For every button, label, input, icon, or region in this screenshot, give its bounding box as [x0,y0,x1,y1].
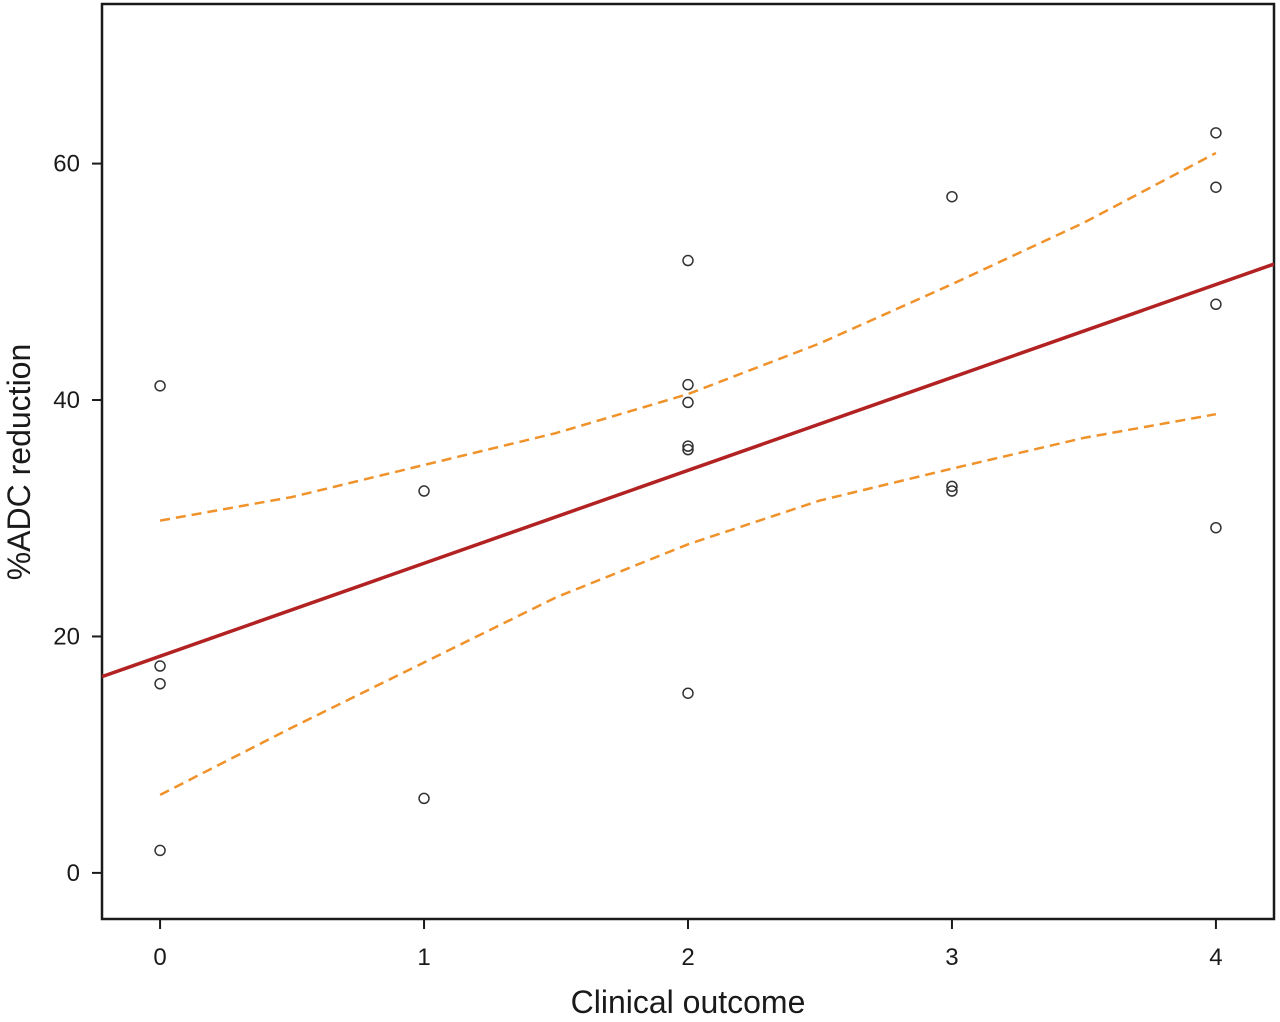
y-axis-title: %ADC reduction [1,344,37,581]
confidence-upper-curve [159,151,1217,522]
y-tick-label: 0 [67,860,80,887]
x-tick-label: 0 [153,944,166,971]
data-point [682,254,694,267]
data-point [946,485,958,497]
x-tick-label: 1 [417,944,430,971]
data-point [1210,298,1222,311]
data-point [946,480,958,493]
confidence-lower-curve [159,412,1217,797]
data-point [418,792,430,805]
data-point [154,844,166,857]
data-point [682,378,694,391]
data-point [682,687,694,699]
x-tick-label: 2 [681,944,694,971]
data-points [154,127,1222,857]
regression-line [101,262,1275,679]
data-point [682,396,694,409]
y-tick-label: 40 [53,387,80,414]
fit-line [101,262,1275,679]
x-tick-label: 3 [945,944,958,971]
data-point [418,485,430,497]
data-point [682,440,694,452]
y-tick-label: 20 [53,623,80,650]
data-point [1210,181,1222,193]
data-point [1210,127,1222,139]
x-axis-title: Clinical outcome [571,984,806,1020]
data-point [154,380,166,392]
data-point [154,660,166,672]
data-point [946,190,958,203]
data-point [1210,521,1222,534]
x-axis-ticks: 0 1 2 3 4 [153,919,1223,971]
plot-frame [100,2,1276,921]
data-point [154,677,166,690]
y-tick-label: 60 [53,151,80,178]
y-axis-ticks: 0 20 40 60 [53,151,102,887]
x-tick-label: 4 [1209,944,1222,971]
confidence-band [159,151,1217,797]
data-point [682,443,694,456]
